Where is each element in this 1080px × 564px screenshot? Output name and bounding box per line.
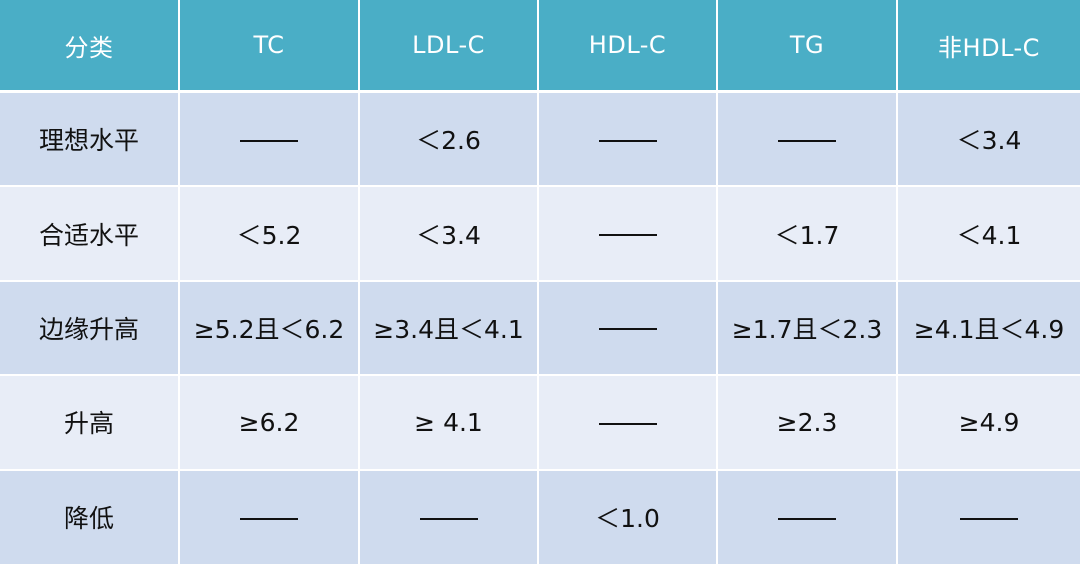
dash-icon	[240, 139, 298, 142]
cell-ldl-c: ＜2.6	[360, 93, 539, 188]
header-tc: TC	[180, 0, 360, 93]
cell-value: ≥4.9	[958, 407, 1020, 437]
cell-non-hdl-c	[898, 470, 1080, 564]
dash-icon	[598, 234, 657, 237]
cell-value: ≥1.7且＜2.3	[731, 314, 883, 344]
header-hdl-c: HDL-C	[539, 0, 718, 93]
cell-tc: ≥5.2且＜6.2	[180, 281, 360, 377]
cell-ldl-c: ≥ 4.1	[360, 376, 539, 471]
cell-hdl-c	[539, 281, 718, 377]
cell-value: ≥4.1且＜4.9	[913, 314, 1065, 344]
cell-tc	[180, 93, 360, 188]
cell-tc: ≥6.2	[180, 376, 360, 471]
cell-hdl-c	[539, 93, 718, 188]
cell-tg: ≥1.7且＜2.3	[718, 281, 898, 377]
cell-value: ≥6.2	[238, 407, 300, 437]
cell-non-hdl-c: ＜4.1	[898, 187, 1080, 282]
row-label: 边缘升高	[0, 281, 180, 377]
cell-value: ＜4.1	[956, 220, 1022, 250]
cell-value: ≥3.4且＜4.1	[373, 314, 524, 344]
header-category: 分类	[0, 0, 180, 93]
cell-tg	[718, 93, 898, 188]
cell-value: ＜1.0	[595, 504, 660, 534]
row-label: 合适水平	[0, 187, 180, 282]
cell-value: ＜3.4	[416, 220, 481, 250]
dash-icon	[778, 139, 836, 142]
dash-icon	[778, 517, 836, 520]
dash-icon	[598, 328, 657, 331]
dash-icon	[598, 422, 657, 425]
cell-ldl-c: ≥3.4且＜4.1	[360, 281, 539, 377]
row-label: 降低	[0, 470, 180, 564]
cell-value: ≥5.2且＜6.2	[193, 314, 345, 344]
cell-tg: ＜1.7	[718, 187, 898, 282]
dash-icon	[419, 517, 478, 520]
cell-hdl-c	[539, 187, 718, 282]
row-label: 理想水平	[0, 93, 180, 188]
cell-value: ＜3.4	[956, 126, 1022, 156]
dash-icon	[960, 517, 1018, 520]
cell-value: ＜5.2	[236, 220, 302, 250]
cell-value: ＜2.6	[416, 126, 481, 156]
cell-tg: ≥2.3	[718, 376, 898, 471]
cell-tc: ＜5.2	[180, 187, 360, 282]
cell-tg	[718, 470, 898, 564]
cell-ldl-c	[360, 470, 539, 564]
table-row-ideal: 理想水平 ＜2.6 ＜3.4	[0, 93, 1080, 188]
header-tg: TG	[718, 0, 898, 93]
table-row-low: 降低 ＜1.0	[0, 470, 1080, 564]
cell-tc	[180, 470, 360, 564]
cell-ldl-c: ＜3.4	[360, 187, 539, 282]
cell-value: ＜1.7	[774, 220, 840, 250]
table-row-borderline-high: 边缘升高 ≥5.2且＜6.2 ≥3.4且＜4.1 ≥1.7且＜2.3 ≥4.1且…	[0, 281, 1080, 377]
cell-hdl-c	[539, 376, 718, 471]
cell-non-hdl-c: ≥4.9	[898, 376, 1080, 471]
header-row: 分类 TC LDL-C HDL-C TG 非HDL-C	[0, 0, 1080, 93]
row-label: 升高	[0, 376, 180, 471]
table-row-high: 升高 ≥6.2 ≥ 4.1 ≥2.3 ≥4.9	[0, 376, 1080, 471]
cell-value: ≥2.3	[776, 407, 838, 437]
header-ldl-c: LDL-C	[360, 0, 539, 93]
dash-icon	[240, 517, 298, 520]
dash-icon	[598, 139, 657, 142]
cell-non-hdl-c: ＜3.4	[898, 93, 1080, 188]
cell-value: ≥ 4.1	[414, 407, 483, 437]
table-row-suitable: 合适水平 ＜5.2 ＜3.4 ＜1.7 ＜4.1	[0, 187, 1080, 282]
cell-non-hdl-c: ≥4.1且＜4.9	[898, 281, 1080, 377]
header-non-hdl-c: 非HDL-C	[898, 0, 1080, 93]
cell-hdl-c: ＜1.0	[539, 470, 718, 564]
